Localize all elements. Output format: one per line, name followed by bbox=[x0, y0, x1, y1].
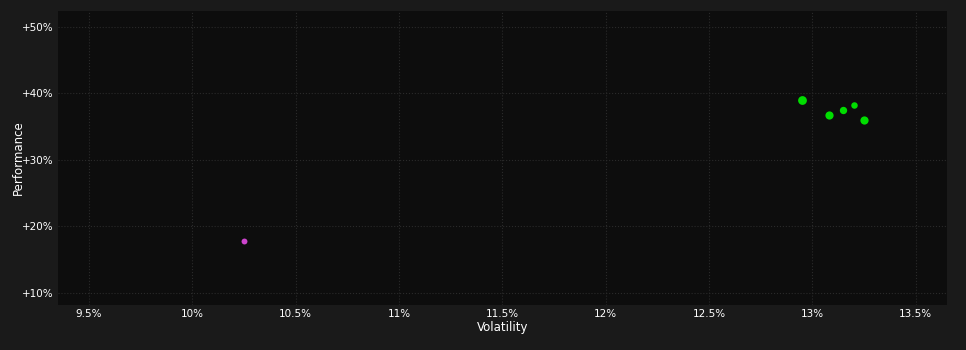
Point bbox=[856, 117, 871, 123]
Point bbox=[821, 112, 837, 118]
Y-axis label: Performance: Performance bbox=[12, 120, 24, 195]
Point bbox=[794, 97, 810, 103]
Point bbox=[836, 107, 851, 113]
X-axis label: Volatility: Volatility bbox=[476, 321, 528, 335]
Point bbox=[237, 239, 252, 244]
Point bbox=[846, 103, 862, 108]
